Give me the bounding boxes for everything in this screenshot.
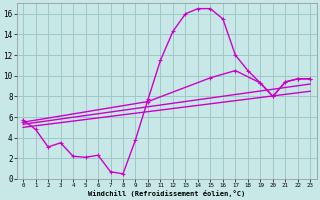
X-axis label: Windchill (Refroidissement éolien,°C): Windchill (Refroidissement éolien,°C) <box>88 190 245 197</box>
